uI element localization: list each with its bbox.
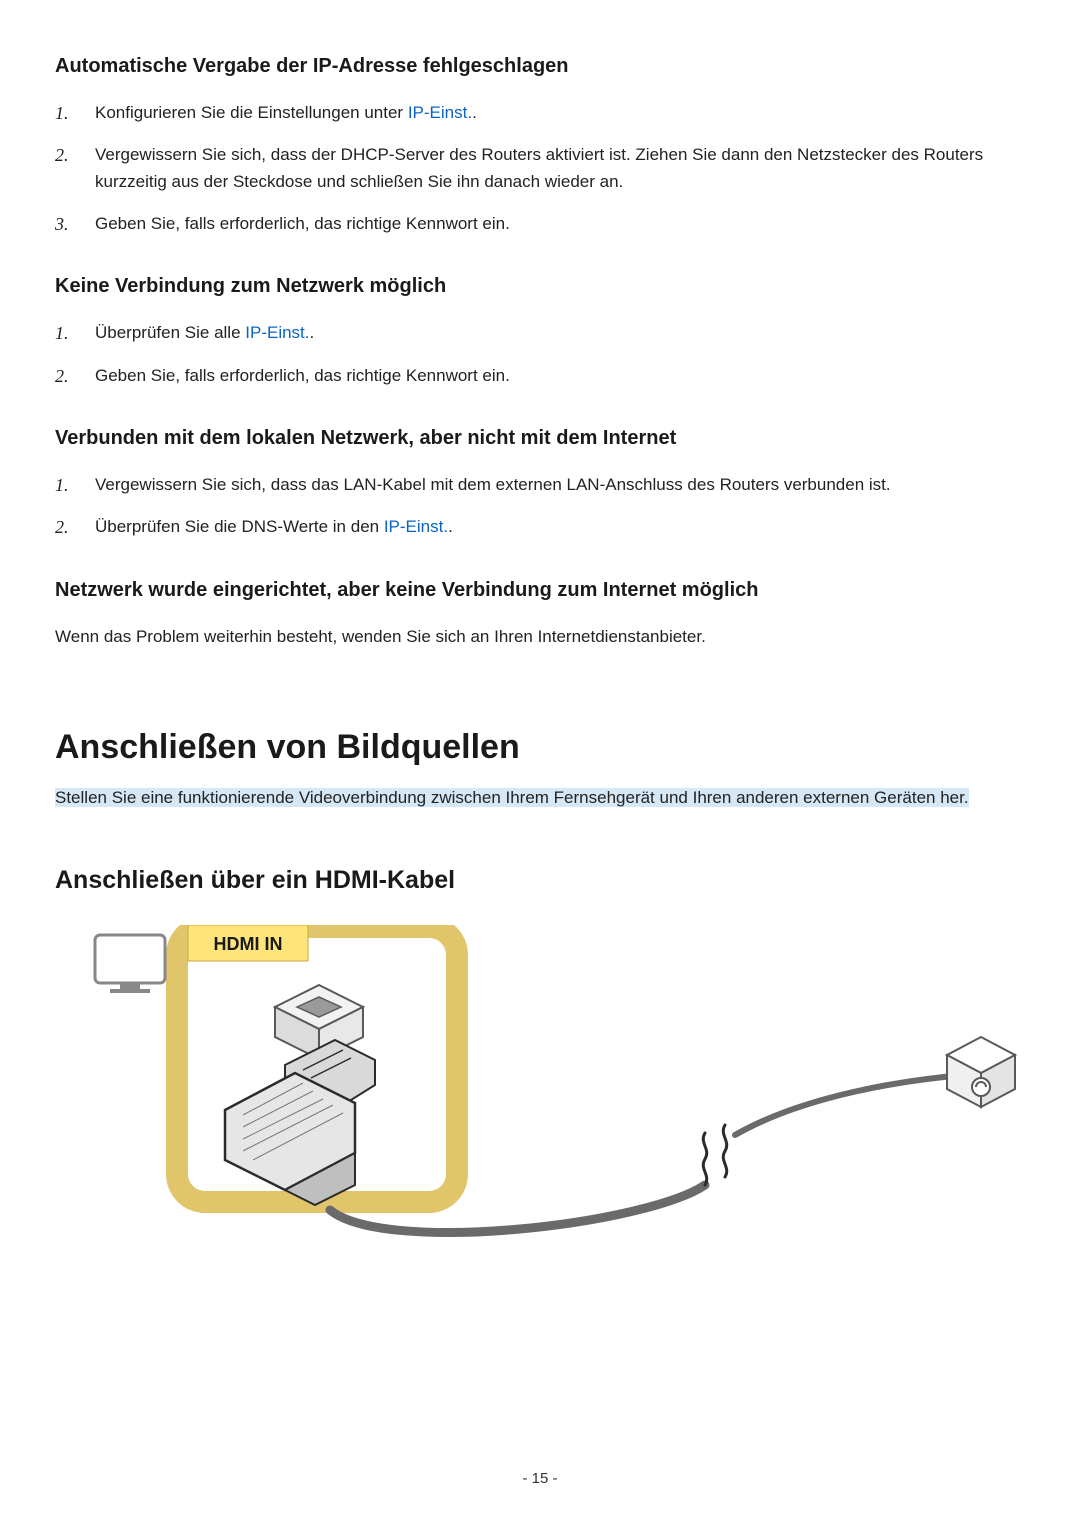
list-item: 2.Vergewissern Sie sich, dass der DHCP-S… [83, 142, 1025, 195]
step-number: 2. [55, 142, 69, 170]
step-number: 1. [55, 472, 69, 500]
list-item: 1.Vergewissern Sie sich, dass das LAN-Ka… [83, 472, 1025, 498]
external-device-icon [947, 1037, 1015, 1107]
section-heading-no-conn: Keine Verbindung zum Netzwerk möglich [55, 275, 1025, 298]
list-item: 1.Überprüfen Sie alle IP-Einst.. [83, 320, 1025, 346]
step-text-post: . [448, 517, 453, 536]
hdmi-plug-icon [225, 1040, 375, 1205]
cable-break-left [703, 1133, 706, 1185]
hdmi-label: HDMI IN [214, 934, 283, 954]
step-text-pre: Geben Sie, falls erforderlich, das richt… [95, 214, 510, 233]
diagram-svg: HDMI IN [85, 925, 1025, 1255]
step-text-pre: Geben Sie, falls erforderlich, das richt… [95, 366, 510, 385]
step-number: 2. [55, 363, 69, 391]
page-number: - 15 - [0, 1470, 1080, 1487]
body-text-s4: Wenn das Problem weiterhin besteht, wend… [55, 624, 1025, 650]
step-text-post: . [310, 323, 315, 342]
step-number: 2. [55, 514, 69, 542]
step-number: 3. [55, 211, 69, 239]
step-text-post: . [472, 103, 477, 122]
cable-break-right [723, 1125, 726, 1177]
section-heading-local-only: Verbunden mit dem lokalen Netzwerk, aber… [55, 427, 1025, 450]
list-item: 1.Konfigurieren Sie die Einstellungen un… [83, 100, 1025, 126]
highlighted-intro: Stellen Sie eine funktionierende Videove… [55, 788, 969, 807]
list-item: 2.Geben Sie, falls erforderlich, das ric… [83, 363, 1025, 389]
list-item: 3.Geben Sie, falls erforderlich, das ric… [83, 211, 1025, 237]
link-ip-einst[interactable]: IP-Einst. [408, 103, 472, 122]
step-text-pre: Vergewissern Sie sich, dass der DHCP-Ser… [95, 145, 983, 190]
step-text-pre: Vergewissern Sie sich, dass das LAN-Kabe… [95, 475, 891, 494]
cable-right [735, 1075, 965, 1135]
list-item: 2.Überprüfen Sie die DNS-Werte in den IP… [83, 514, 1025, 540]
tv-icon [95, 935, 165, 993]
steps-list-s1: 1. Konfigurieren Sie die Einstellungen un… [55, 100, 1025, 237]
link-ip-einst[interactable]: IP-Einst. [384, 517, 448, 536]
step-text-pre: Überprüfen Sie die DNS-Werte in den [95, 517, 384, 536]
step-text-pre: Überprüfen Sie alle [95, 323, 245, 342]
page-title: Anschließen von Bildquellen [55, 728, 1025, 767]
section-heading-net-ok-no-inet: Netzwerk wurde eingerichtet, aber keine … [55, 579, 1025, 602]
hdmi-diagram: HDMI IN [85, 925, 1025, 1255]
steps-list-s2: 1.Überprüfen Sie alle IP-Einst.. 2.Geben… [55, 320, 1025, 389]
step-number: 1. [55, 320, 69, 348]
link-ip-einst[interactable]: IP-Einst. [245, 323, 309, 342]
sub-heading-hdmi: Anschließen über ein HDMI-Kabel [55, 866, 1025, 895]
steps-list-s3: 1. Vergewissern Sie sich, dass das LAN-Ka… [55, 472, 1025, 541]
step-text-pre: Konfigurieren Sie die Einstellungen unte… [95, 103, 408, 122]
step-number: 1. [55, 100, 69, 128]
intro-text: Stellen Sie eine funktionierende Videove… [55, 785, 1025, 811]
section-heading-ip-fail: Automatische Vergabe der IP-Adresse fehl… [55, 55, 1025, 78]
